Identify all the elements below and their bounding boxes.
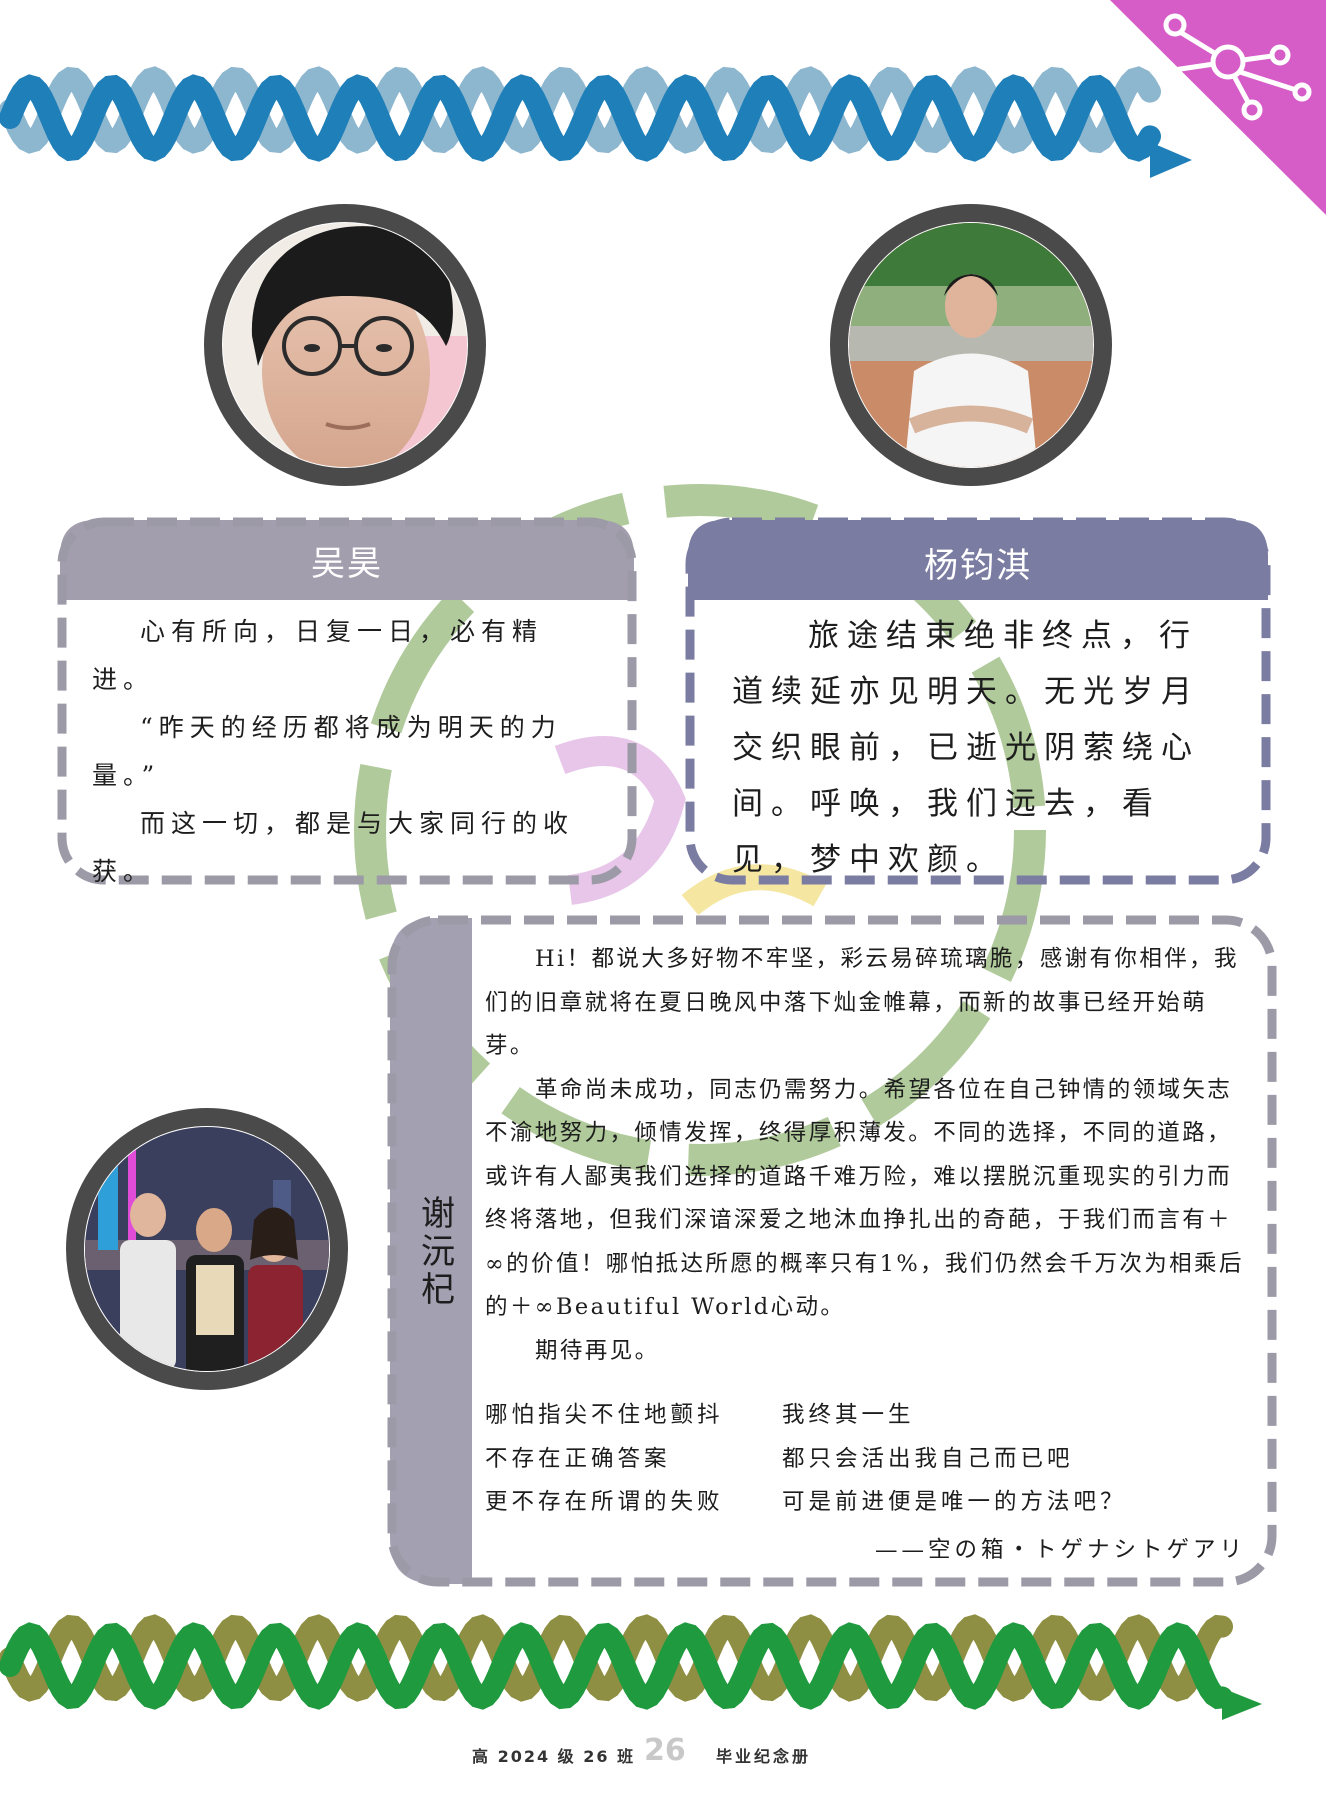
message-xie-yuanqi: Hi！都说大多好物不牢坚，彩云易碎琉璃脆，感谢有你相伴，我们的旧章就将在夏日晚风…: [485, 938, 1245, 1373]
avatar-xie-yuanqi: [58, 1100, 356, 1398]
panel-wu-hao: 吴昊: [56, 516, 638, 886]
lyric-line: 我终其一生: [782, 1402, 915, 1428]
lyric-line: 不存在正确答案: [485, 1445, 671, 1472]
panel-xie-yuanqi: [386, 914, 1278, 1588]
lyric-line: 更不存在所谓的失败: [485, 1489, 724, 1515]
lyric-line: 可是前进便是唯一的方法吧？: [782, 1489, 1127, 1515]
top-helix-decoration: [0, 66, 1192, 178]
xie-paragraph-1: Hi！都说大多好物不牢坚，彩云易碎琉璃脆，感谢有你相伴，我们的旧章就将在夏日晚风…: [485, 946, 1239, 1059]
lyrics-left-column: 哪怕指尖不住地颤抖 不存在正确答案 更不存在所谓的失败: [485, 1394, 724, 1525]
lyric-line: 都只会活出我自己而已吧: [782, 1445, 1074, 1472]
wu-hao-paragraph-2: “昨天的经历都将成为明天的力量。”: [92, 713, 562, 790]
wu-hao-paragraph-3: 而这一切，都是与大家同行的收获。: [92, 809, 575, 886]
footer-book-title: 毕业纪念册: [716, 1747, 812, 1766]
panel-yang-junqi: 杨钧淇: [684, 516, 1272, 886]
student-name-wu-hao: 吴昊: [311, 544, 383, 584]
lyrics-right-column: 我终其一生 都只会活出我自己而已吧 可是前进便是唯一的方法吧？: [782, 1394, 1127, 1525]
bottom-helix-decoration: [0, 1614, 1262, 1720]
xie-paragraph-2: 革命尚未成功，同志仍需努力。希望各位在自己钟情的领域矢志不渝地努力，倾情发挥，终…: [485, 1076, 1244, 1321]
corner-molecule-decoration: [1110, 0, 1326, 215]
message-wu-hao: 心有所向，日复一日，必有精进。 “昨天的经历都将成为明天的力量。” 而这一切，都…: [92, 608, 602, 896]
lyric-line: 哪怕指尖不住地颤抖: [485, 1402, 724, 1428]
page-number: 26: [644, 1733, 686, 1768]
student-name-xie-yuanqi: 谢沅杞: [421, 1194, 455, 1310]
footer-class-label: 高 2024 级 26 班: [472, 1747, 636, 1766]
xie-paragraph-3: 期待再见。: [535, 1337, 660, 1364]
avatar-wu-hao: [196, 196, 494, 494]
avatar-yang-junqi: [822, 196, 1120, 494]
message-yang-junqi: 旅途结束绝非终点，行道续延亦见明天。无光岁月交织眼前，已逝光阴萦绕心间。呼唤，我…: [732, 608, 1232, 888]
wu-hao-paragraph-1: 心有所向，日复一日，必有精进。: [92, 617, 544, 694]
page-footer: 高 2024 级 26 班 26 毕业纪念册: [0, 1733, 1326, 1775]
student-name-yang-junqi: 杨钧淇: [924, 546, 1032, 586]
lyrics-attribution: ——空の箱・トゲナシトゲアリ: [874, 1537, 1246, 1563]
yang-junqi-paragraph-1: 旅途结束绝非终点，行道续延亦见明天。无光岁月交织眼前，已逝光阴萦绕心间。呼唤，我…: [732, 618, 1200, 878]
